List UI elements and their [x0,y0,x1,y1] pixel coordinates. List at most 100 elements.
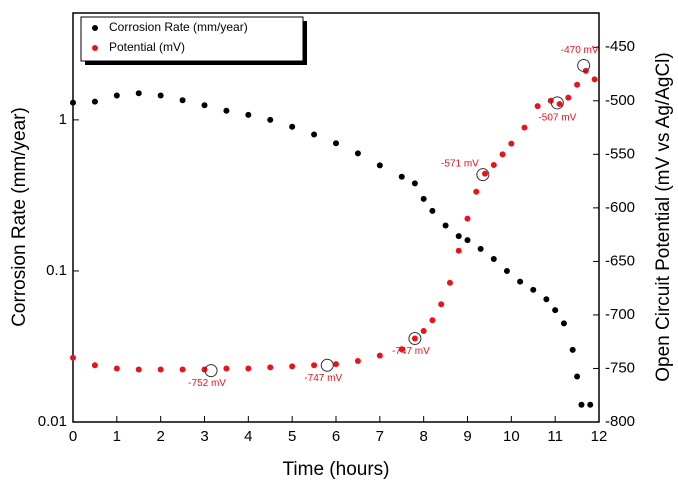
annotation: -470 mV [561,45,599,56]
point [490,162,497,169]
annotation: -752 mV [188,378,226,389]
x-tick-label: 3 [200,428,208,445]
annotation: -747 mV [392,346,430,357]
point [411,180,418,187]
point [569,346,576,353]
point [157,366,164,373]
point [411,335,418,342]
point [455,233,462,240]
legend-marker [92,45,98,51]
y-axis-title: Corrosion Rate (mm/year) [9,107,30,327]
x-tick-label: 11 [547,428,563,445]
point [534,103,541,110]
y2-tick-label: -600 [605,199,635,216]
point [517,278,524,285]
point [420,327,427,334]
point [311,362,318,369]
x-tick-label: 0 [69,428,77,445]
point [438,301,445,308]
x-axis-title: Time (hours) [283,459,390,480]
point [157,92,164,99]
point [201,366,208,373]
point [578,401,585,408]
point [113,92,120,99]
x-tick-label: 12 [591,428,608,445]
point [70,354,76,361]
point [223,365,230,372]
point [530,286,537,293]
point [473,188,480,195]
point [587,401,594,408]
annotation-ring [408,331,422,345]
point [591,76,598,83]
point [398,173,405,180]
point [223,107,230,114]
point [508,140,515,147]
x-tick-label: 4 [244,428,252,445]
point [354,357,361,364]
point [477,245,484,252]
point [552,307,559,314]
point [113,365,120,372]
point [311,131,318,138]
point [135,366,142,373]
point [333,361,339,368]
point [442,222,449,229]
point [464,237,471,244]
point [543,296,550,303]
annotation: -747 mV [304,373,342,384]
point [446,279,453,286]
point [490,255,497,262]
annotation-ring [577,58,591,72]
x-tick-label: 6 [332,428,340,445]
point [245,111,252,118]
point [267,364,274,371]
y2-tick-label: -750 [605,359,635,376]
point [503,267,510,274]
y2-tick-label: -650 [605,252,635,269]
point [354,150,361,157]
point [398,346,405,353]
annotation-ring [320,358,334,372]
point [376,162,383,169]
y2-tick-label: -450 [605,38,635,55]
point [574,373,581,380]
point [455,247,462,254]
y-tick-label: 0.01 [38,413,67,430]
y-tick-label: 1 [59,111,67,128]
point [429,207,436,214]
point [179,97,186,104]
legend-label: Potential (mV) [109,40,185,54]
x-tick-label: 9 [463,428,471,445]
point [245,365,252,372]
x-tick-label: 10 [503,428,520,445]
x-tick-label: 8 [419,428,427,445]
point [429,317,436,324]
annotation: -571 mV [441,158,479,169]
point [376,352,383,359]
point [135,90,142,97]
point [560,320,567,327]
x-tick-label: 5 [288,428,296,445]
point [289,123,296,130]
point [521,124,528,131]
legend-label: Corrosion Rate (mm/year) [109,20,248,34]
point [556,101,563,108]
y2-tick-label: -550 [605,145,635,162]
x-tick-label: 7 [376,428,384,445]
legend-box [80,16,304,62]
y2-axis-title: Open Circuit Potential (mV vs Ag/AgCl) [653,52,674,381]
point [574,81,581,88]
point [201,102,208,109]
point [267,116,274,123]
point [179,366,186,373]
point [91,362,98,369]
point [482,170,489,177]
point [333,140,339,147]
annotation-ring [550,96,564,110]
point [91,98,98,105]
point [464,215,471,222]
annotation: -507 mV [538,113,576,124]
y-tick-label: 0.1 [46,262,67,279]
